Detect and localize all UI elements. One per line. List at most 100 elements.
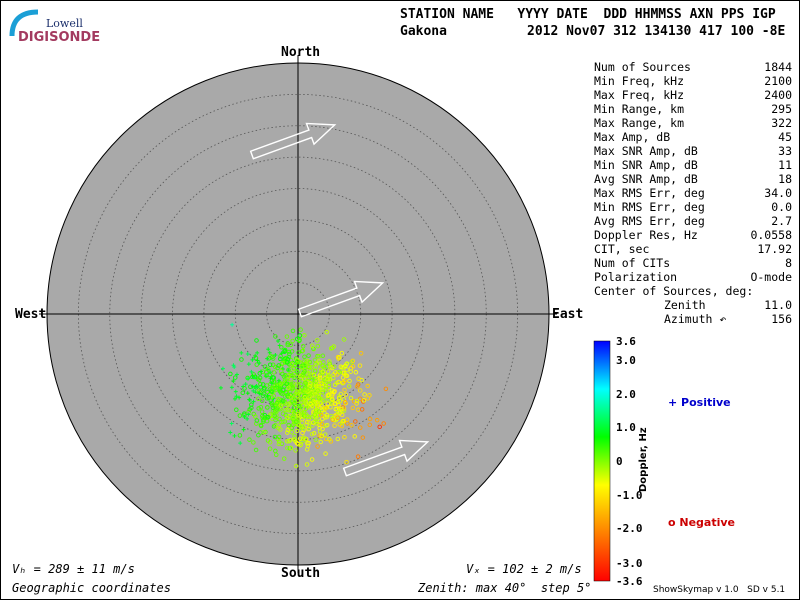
negative-source <box>323 451 328 456</box>
negative-source <box>286 408 291 413</box>
positive-source <box>231 379 236 384</box>
stat-value: 18 <box>778 172 792 186</box>
positive-source <box>245 351 250 356</box>
negative-source <box>309 431 315 437</box>
negative-source <box>344 417 350 422</box>
label-south: South <box>281 566 321 581</box>
negative-source <box>253 447 259 453</box>
negative-source <box>268 353 273 359</box>
negative-source <box>228 371 233 377</box>
negative-source <box>297 338 302 343</box>
negative-source <box>377 424 382 430</box>
positive-source <box>239 350 244 355</box>
negative-source <box>294 409 300 414</box>
stat-row: Zenith 11.0 <box>594 298 792 312</box>
negative-source <box>360 435 366 440</box>
negative-source <box>359 407 365 412</box>
negative-source <box>242 386 247 391</box>
negative-source <box>335 409 341 415</box>
negative-source <box>288 445 294 451</box>
negative-source <box>245 375 250 381</box>
negative-source <box>320 369 326 374</box>
negative-source <box>301 370 306 376</box>
negative-source <box>326 392 332 398</box>
positive-source <box>257 360 262 365</box>
negative-source <box>298 423 303 429</box>
negative-source <box>326 374 331 380</box>
negative-source <box>365 383 370 389</box>
positive-source <box>241 427 246 432</box>
stat-row: Max Range, km 322 <box>594 116 792 130</box>
stat-label: Max SNR Amp, dB <box>594 144 698 158</box>
negative-source <box>251 440 256 445</box>
positive-source <box>230 322 235 327</box>
negative-source <box>284 438 290 444</box>
colorbar <box>593 340 611 582</box>
negative-source <box>337 355 342 360</box>
negative-source <box>290 395 296 400</box>
negative-source <box>315 388 320 393</box>
stat-label: Max Amp, dB <box>594 130 671 144</box>
zenith-scale: Zenith: max 40° step 5° <box>418 581 592 595</box>
negative-source <box>319 393 325 398</box>
negative-source <box>285 430 290 435</box>
stat-row: CIT, sec 17.92 <box>594 242 792 256</box>
negative-source <box>278 368 284 374</box>
negative-source <box>341 406 347 411</box>
negative-source <box>278 403 284 408</box>
stat-row: Num of CITs 8 <box>594 256 792 270</box>
negative-source <box>287 425 292 430</box>
positive-source <box>220 366 225 371</box>
negative-source <box>348 395 354 401</box>
negative-source <box>254 338 259 343</box>
negative-source <box>288 392 293 398</box>
negative-source <box>298 442 303 448</box>
positive-source <box>232 396 237 401</box>
negative-source <box>315 421 320 427</box>
negative-source <box>295 369 300 375</box>
negative-source <box>261 419 266 424</box>
negative-source <box>319 433 325 439</box>
positive-source <box>245 416 250 421</box>
stat-label: Min Freq, kHz <box>594 74 685 88</box>
stat-value: 2100 <box>764 74 792 88</box>
stat-value: 2400 <box>764 88 792 102</box>
negative-source <box>339 350 345 356</box>
stat-value: 11 <box>778 158 792 172</box>
negative-source <box>263 429 268 435</box>
negative-source <box>258 430 263 435</box>
negative-source <box>286 438 292 444</box>
negative-source <box>278 381 284 386</box>
negative-source <box>257 371 263 376</box>
positive-source <box>218 385 223 390</box>
negative-source <box>282 348 287 354</box>
negative-source <box>310 420 316 425</box>
negative-source <box>281 374 287 379</box>
negative-source <box>324 414 330 420</box>
negative-source <box>261 391 267 397</box>
negative-source <box>328 439 334 444</box>
negative-source <box>265 405 270 410</box>
negative-source <box>285 342 290 348</box>
negative-source <box>322 410 327 416</box>
negative-source <box>301 410 307 415</box>
stat-row: Min Freq, kHz 2100 <box>594 74 792 88</box>
stat-label: Max RMS Err, deg <box>594 186 705 200</box>
negative-source <box>335 415 340 421</box>
stat-label: Min SNR Amp, dB <box>594 158 698 172</box>
negative-source <box>276 396 281 402</box>
negative-source <box>342 387 347 393</box>
negative-source <box>258 422 264 428</box>
negative-source <box>310 423 315 428</box>
negative-source <box>315 343 321 349</box>
negative-source <box>316 409 322 414</box>
negative-source <box>288 370 294 376</box>
header-columns: STATION NAME YYYY DATE DDD HHMMSS AXN PP… <box>400 7 776 22</box>
negative-source <box>283 401 289 407</box>
negative-source <box>292 399 298 404</box>
negative-source <box>354 398 360 404</box>
negative-source <box>335 372 340 377</box>
negative-source <box>308 374 314 379</box>
positive-source <box>251 388 256 393</box>
stat-label: Center of Sources, deg: <box>594 284 754 298</box>
